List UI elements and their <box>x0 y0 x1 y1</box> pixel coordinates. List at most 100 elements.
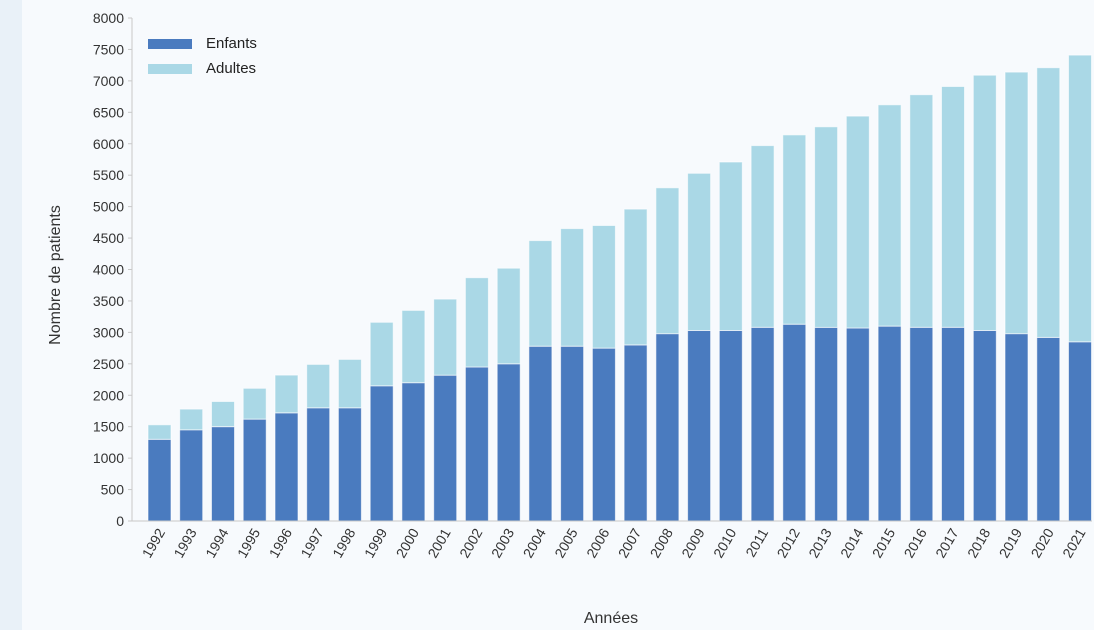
bar-enfants-2006 <box>591 347 616 522</box>
bar-adultes-2005 <box>560 228 585 347</box>
y-tick-label: 5000 <box>93 199 124 215</box>
bar-adultes-2012 <box>782 134 807 325</box>
bar-adultes-1994 <box>211 401 235 428</box>
bar-adultes-2001 <box>433 298 458 376</box>
y-tick-label: 3000 <box>93 324 124 340</box>
bar-enfants-2012 <box>782 323 807 522</box>
bar-adultes-1995 <box>242 387 267 420</box>
bar-enfants-1992 <box>147 438 172 522</box>
x-tick-label: 2009 <box>678 525 708 560</box>
bar-enfants-1998 <box>337 407 362 522</box>
legend: Enfants Adultes <box>148 35 257 77</box>
y-tick-label: 7500 <box>93 41 124 57</box>
x-tick-label: 2005 <box>551 525 581 560</box>
x-tick-label: 2018 <box>964 525 994 560</box>
x-tick-label: 2002 <box>456 525 486 560</box>
bar-adultes-1998 <box>337 358 362 409</box>
bar-adultes-2015 <box>877 104 902 327</box>
chart-frame: 0 500 1000 1500 2000 2500 3000 3500 4000 4500 5000… <box>22 0 1094 630</box>
bar-adultes-2004 <box>528 240 553 347</box>
bar-adultes-2010 <box>718 161 743 331</box>
y-tick-label: 0 <box>116 513 124 529</box>
bar-adultes-2007 <box>623 208 648 346</box>
bar-enfants-1996 <box>274 412 299 522</box>
x-tick-label: 2016 <box>900 525 930 560</box>
x-tick-label: 1999 <box>361 525 391 560</box>
x-tick-label: 1996 <box>266 525 296 560</box>
x-tick-label: 2017 <box>932 525 962 560</box>
bar-enfants-2014 <box>845 327 870 522</box>
x-tick-label: 2006 <box>583 525 613 560</box>
legend-swatch-enfants <box>148 39 192 49</box>
y-tick-label: 2500 <box>93 356 124 372</box>
y-tick-label: 2000 <box>93 387 124 403</box>
y-tick-label: 7000 <box>93 73 124 89</box>
bar-adultes-2018 <box>972 74 997 331</box>
bar-adultes-1993 <box>179 408 204 431</box>
bar-enfants-2011 <box>750 326 775 522</box>
x-tick-label: 2012 <box>773 525 803 560</box>
bar-enfants-1993 <box>179 429 204 522</box>
x-tick-label: 1995 <box>234 525 264 560</box>
x-tick-label: 1994 <box>202 525 232 560</box>
x-tick-label: 2020 <box>1027 525 1057 560</box>
y-tick-label: 4000 <box>93 262 124 278</box>
x-tick-label: 2014 <box>837 525 867 560</box>
bar-enfants-2007 <box>623 344 648 522</box>
x-tick-label: 2008 <box>647 525 677 560</box>
y-tick-label: 5500 <box>93 167 124 183</box>
bar-adultes-2019 <box>1004 71 1029 335</box>
bar-enfants-2018 <box>972 330 997 522</box>
bar-enfants-1995 <box>242 418 267 522</box>
bar-enfants-2013 <box>814 326 839 522</box>
bar-enfants-2009 <box>687 330 712 522</box>
x-tick-label: 2021 <box>1059 525 1089 560</box>
bar-enfants-2016 <box>909 326 934 522</box>
x-tick-label: 2015 <box>869 525 899 560</box>
y-tick-label: 8000 <box>93 10 124 26</box>
x-tick-label: 2001 <box>424 525 454 560</box>
bar-enfants-2017 <box>941 326 965 522</box>
x-tick-label: 2019 <box>996 525 1026 560</box>
bar-adultes-2006 <box>591 225 616 349</box>
bar-adultes-2020 <box>1036 67 1061 338</box>
bar-adultes-2011 <box>750 145 775 328</box>
legend-label-adultes: Adultes <box>206 60 256 77</box>
x-tick-label: 1997 <box>297 525 327 560</box>
bar-enfants-2003 <box>496 363 521 522</box>
x-tick-label: 2003 <box>488 525 518 560</box>
bar-adultes-2009 <box>687 172 712 331</box>
bar-enfants-2001 <box>433 374 458 522</box>
legend-swatch-adultes <box>148 64 192 74</box>
bar-adultes-2014 <box>845 115 870 329</box>
y-axis-title: Nombre de patients <box>47 205 64 345</box>
y-tick-label: 6500 <box>93 104 124 120</box>
bar-enfants-2008 <box>655 333 680 522</box>
bar-enfants-2020 <box>1036 336 1061 522</box>
bar-enfants-2019 <box>1004 333 1029 522</box>
x-tick-label: 1992 <box>139 525 169 560</box>
bars-group <box>147 54 1092 522</box>
bar-adultes-2021 <box>1068 54 1092 343</box>
stacked-bar-chart: 0 500 1000 1500 2000 2500 3000 3500 4000 4500 5000… <box>47 10 1092 627</box>
x-tick-label: 1993 <box>170 525 200 560</box>
bar-enfants-1999 <box>369 385 394 522</box>
bar-enfants-1994 <box>211 426 235 522</box>
x-tick-label: 1998 <box>329 525 359 560</box>
bar-adultes-2008 <box>655 187 680 335</box>
bar-adultes-1996 <box>274 374 299 414</box>
x-tick-label: 2013 <box>805 525 835 560</box>
bar-adultes-2013 <box>814 126 839 328</box>
bar-adultes-2017 <box>941 86 965 328</box>
bar-enfants-2021 <box>1068 341 1092 522</box>
bar-enfants-2015 <box>877 325 902 522</box>
x-tick-label: 2004 <box>520 525 550 560</box>
y-tick-label: 1500 <box>93 419 124 435</box>
x-tick-label: 2011 <box>742 525 771 559</box>
y-tick-label: 6000 <box>93 136 124 152</box>
y-axis-ticks: 0 500 1000 1500 2000 2500 3000 3500 4000 4500 5000… <box>93 10 132 529</box>
x-axis-ticks: 1992 1993 1994 1995 1996 1997 1998 1999 2000 2001… <box>139 525 1089 560</box>
x-axis-title: Années <box>584 610 638 627</box>
x-tick-label: 2000 <box>393 525 423 560</box>
x-tick-label: 2007 <box>615 525 645 560</box>
